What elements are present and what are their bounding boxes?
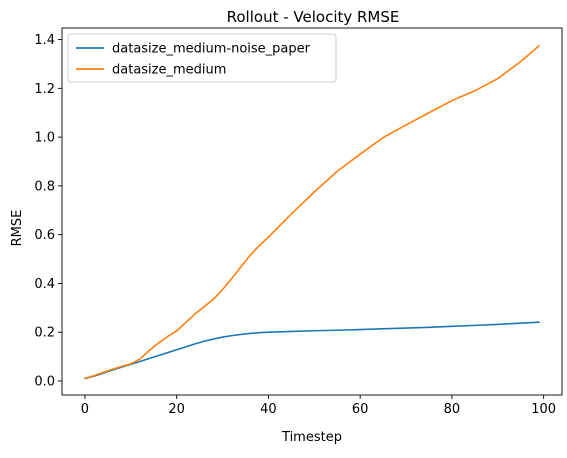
y-tick-label: 0.8 [34, 179, 55, 194]
legend: datasize_medium-noise_paper datasize_medi… [67, 33, 337, 83]
legend-label-2: datasize_medium [112, 63, 226, 78]
legend-box [67, 33, 337, 83]
legend-label-1: datasize_medium-noise_paper [112, 42, 311, 57]
y-tick-label: 0.0 [34, 374, 55, 389]
x-tick-label: 40 [260, 402, 277, 417]
chart-title: Rollout - Velocity RMSE [227, 8, 400, 26]
y-tick-label: 1.0 [34, 131, 55, 146]
y-tick-label: 0.6 [34, 228, 55, 243]
axes-frame [61, 27, 563, 396]
x-tick-label: 20 [168, 402, 185, 417]
series-line-2 [84, 44, 540, 380]
x-tick-label: 60 [352, 402, 369, 417]
y-tick-label: 1.2 [34, 82, 55, 97]
y-tick-label: 0.2 [34, 326, 55, 341]
x-tick-label: 80 [444, 402, 461, 417]
y-tick-label: 1.4 [34, 33, 55, 48]
series-line-1 [84, 321, 540, 380]
plot-area: 0 20 40 60 80 100 0.0 0.2 0.4 0.6 0.8 1.0 1.2 1.4 [34, 27, 563, 417]
x-tick-label: 0 [81, 402, 89, 417]
x-axis-label: Timestep [281, 430, 342, 445]
y-axis-label: RMSE [10, 210, 25, 247]
y-tick-label: 0.4 [34, 277, 55, 292]
x-tick-label: 100 [531, 402, 556, 417]
